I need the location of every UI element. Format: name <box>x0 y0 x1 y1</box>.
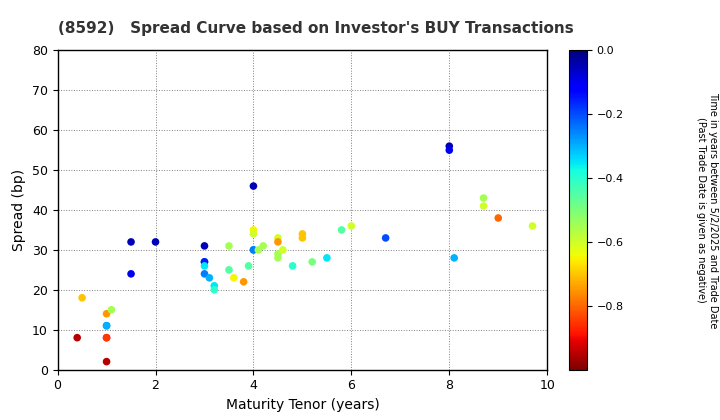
Point <box>248 247 259 253</box>
Point <box>272 234 284 241</box>
Point <box>492 215 504 221</box>
Point <box>297 231 308 237</box>
Point <box>277 247 289 253</box>
Point <box>199 242 210 249</box>
Point <box>101 358 112 365</box>
Point <box>272 239 284 245</box>
Text: (8592)   Spread Curve based on Investor's BUY Transactions: (8592) Spread Curve based on Investor's … <box>58 21 573 36</box>
Point <box>101 334 112 341</box>
Point <box>478 202 490 209</box>
Point <box>209 282 220 289</box>
Point <box>272 250 284 257</box>
Point <box>444 147 455 153</box>
Point <box>204 275 215 281</box>
Point <box>272 255 284 261</box>
Point <box>527 223 539 229</box>
Point <box>199 258 210 265</box>
Point <box>248 247 259 253</box>
Point <box>71 334 83 341</box>
Point <box>238 278 249 285</box>
Point <box>106 307 117 313</box>
Point <box>101 323 112 329</box>
Point <box>101 334 112 341</box>
Point <box>248 226 259 233</box>
Point <box>150 239 161 245</box>
Point <box>76 294 88 301</box>
Point <box>346 223 357 229</box>
Point <box>243 262 254 269</box>
Y-axis label: Time in years between 5/2/2025 and Trade Date
(Past Trade Date is given as negat: Time in years between 5/2/2025 and Trade… <box>696 92 718 328</box>
Point <box>209 286 220 293</box>
Point <box>199 258 210 265</box>
Point <box>321 255 333 261</box>
Point <box>287 262 298 269</box>
Point <box>336 226 347 233</box>
Point <box>125 270 137 277</box>
Point <box>125 239 137 245</box>
Point <box>380 234 392 241</box>
Point <box>444 143 455 150</box>
Point <box>101 310 112 317</box>
Point <box>101 323 112 329</box>
Y-axis label: Spread (bp): Spread (bp) <box>12 169 27 251</box>
Point <box>253 247 264 253</box>
Point <box>478 194 490 201</box>
Point <box>449 255 460 261</box>
Point <box>248 231 259 237</box>
Point <box>199 270 210 277</box>
Point <box>297 234 308 241</box>
Point <box>228 275 240 281</box>
Point <box>248 183 259 189</box>
Point <box>223 242 235 249</box>
Point <box>258 242 269 249</box>
Point <box>223 266 235 273</box>
Point <box>199 262 210 269</box>
X-axis label: Maturity Tenor (years): Maturity Tenor (years) <box>225 398 379 412</box>
Point <box>307 258 318 265</box>
